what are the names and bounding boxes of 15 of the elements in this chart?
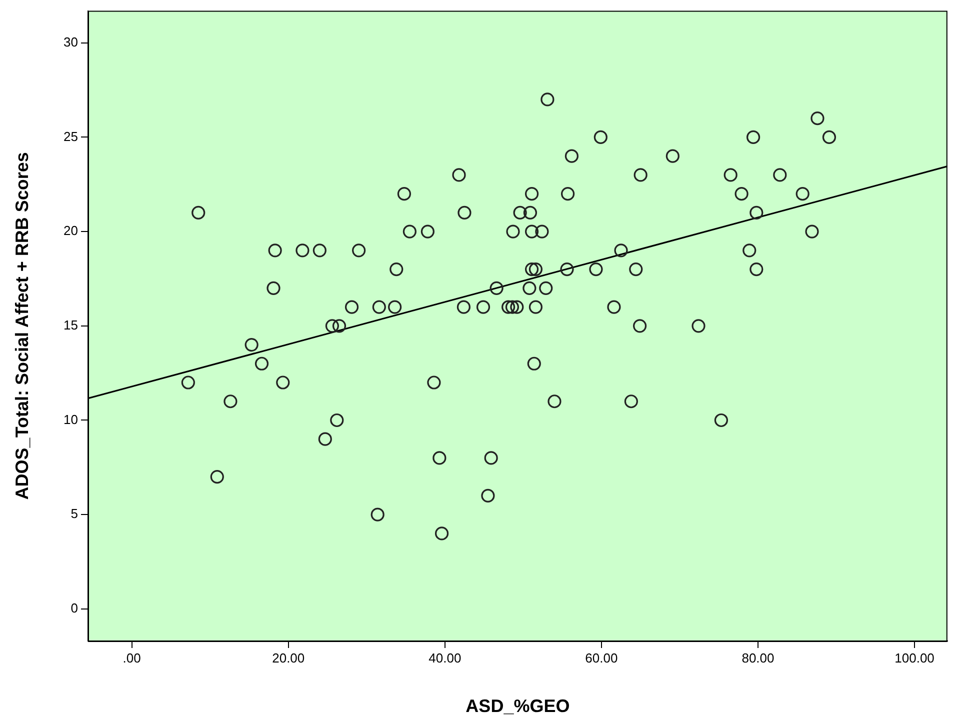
y-tick-label: 25 (64, 128, 78, 144)
x-axis-title: ASD_%GEO (466, 696, 570, 716)
x-tick-label: 80.00 (742, 650, 774, 666)
x-tick-label: 100.00 (894, 650, 934, 666)
y-axis-title: ADOS_Total: Social Affect + RRB Scores (12, 152, 32, 500)
x-tick-label: 60.00 (585, 650, 618, 666)
x-tick-label: .00 (122, 650, 141, 666)
y-tick-label: 15 (64, 317, 78, 332)
y-tick-label: 20 (64, 223, 78, 238)
x-tick-label: 20.00 (272, 650, 305, 666)
y-tick-label: 10 (64, 412, 78, 427)
x-tick-label: 40.00 (428, 650, 462, 666)
y-tick-label: 30 (64, 34, 78, 50)
y-tick-label: 5 (70, 506, 78, 522)
y-tick-label: 0 (70, 600, 78, 616)
